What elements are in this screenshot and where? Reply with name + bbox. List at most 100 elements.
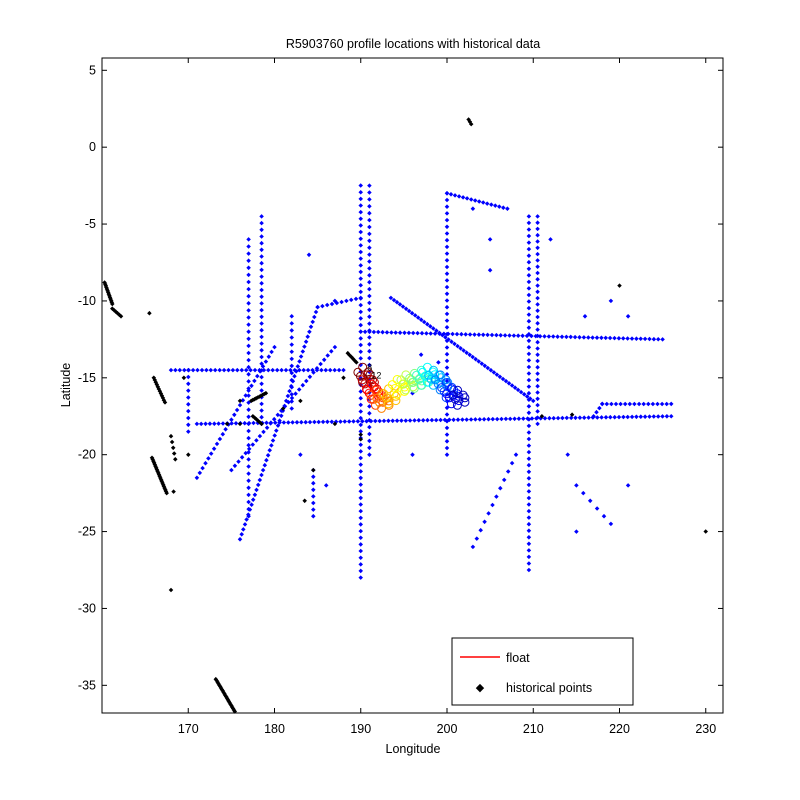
historical-point — [259, 381, 264, 387]
float-profile-ring — [428, 380, 438, 390]
historical-point — [289, 328, 294, 333]
historical-point — [521, 416, 526, 421]
historical-point — [298, 452, 303, 457]
historical-point — [269, 443, 274, 448]
historical-point — [547, 415, 552, 421]
historical-point — [367, 411, 372, 416]
historical-point — [311, 494, 316, 499]
historical-point — [397, 330, 403, 335]
historical-point — [587, 498, 593, 504]
historical-point — [534, 416, 539, 421]
historical-point — [272, 420, 278, 425]
historical-point — [358, 389, 363, 394]
historical-point — [634, 414, 639, 420]
historical-point — [358, 508, 363, 514]
historical-point — [526, 430, 532, 435]
historical-point — [419, 330, 425, 336]
historical-point — [636, 401, 642, 407]
historical-point — [489, 202, 494, 207]
historical-point — [358, 542, 363, 547]
historical-point — [577, 415, 583, 420]
historical-point — [451, 417, 456, 423]
historical-point — [659, 401, 665, 407]
historical-point — [358, 442, 363, 447]
historical-point — [319, 367, 324, 373]
historical-point — [526, 423, 532, 429]
historical-point — [415, 315, 421, 320]
historical-point — [604, 401, 610, 407]
x-tick-label: 170 — [178, 722, 199, 736]
historical-point — [668, 413, 674, 419]
historical-point — [358, 515, 363, 521]
plot-frame — [101, 57, 724, 714]
historical-point — [246, 457, 251, 462]
historical-point — [444, 345, 450, 350]
historical-point — [358, 415, 363, 421]
historical-point — [289, 349, 294, 354]
historical-point — [246, 357, 251, 363]
historical-point — [416, 418, 422, 423]
historical-point — [503, 416, 509, 422]
historical-point — [358, 322, 363, 328]
historical-point — [389, 330, 394, 335]
historical-point — [397, 302, 403, 307]
historical-point — [271, 416, 277, 422]
historical-point — [525, 416, 530, 421]
historical-point — [568, 334, 573, 340]
float-profile-ring — [441, 393, 451, 403]
x-tick-label: 180 — [264, 722, 285, 736]
coastline-point — [703, 529, 708, 534]
historical-point — [186, 395, 191, 400]
historical-point — [437, 331, 442, 336]
historical-point — [289, 321, 294, 326]
historical-point — [455, 417, 461, 422]
historical-point — [358, 229, 363, 235]
historical-point — [358, 342, 363, 348]
historical-point — [358, 535, 363, 540]
historical-point — [660, 337, 665, 342]
historical-point — [214, 441, 220, 447]
historical-point — [442, 417, 448, 423]
historical-point — [482, 519, 487, 525]
historical-point — [358, 568, 363, 574]
historical-point — [546, 334, 552, 339]
float-profile-ring — [387, 380, 397, 390]
historical-point — [358, 482, 363, 487]
historical-point — [186, 388, 191, 393]
historical-point — [300, 382, 306, 388]
historical-point — [535, 339, 540, 345]
x-axis-label: Longitude — [386, 742, 441, 756]
historical-point — [298, 354, 304, 359]
historical-point — [260, 364, 266, 369]
historical-point — [431, 326, 436, 331]
historical-point — [251, 420, 256, 426]
historical-point — [293, 369, 299, 374]
historical-point — [491, 370, 497, 375]
coastline-point — [332, 421, 338, 427]
historical-point — [572, 334, 578, 340]
coastline-point — [358, 436, 363, 442]
historical-point — [342, 419, 348, 424]
historical-point — [526, 404, 532, 409]
historical-point — [518, 389, 524, 395]
historical-point — [625, 414, 630, 420]
historical-point — [255, 373, 260, 379]
historical-point — [358, 223, 363, 228]
historical-point — [358, 329, 363, 334]
historical-point — [461, 348, 466, 353]
historical-point — [409, 310, 415, 316]
historical-point — [526, 548, 532, 553]
historical-point — [428, 331, 433, 336]
historical-point — [311, 500, 316, 506]
historical-point — [367, 342, 372, 347]
historical-point — [246, 492, 251, 498]
historical-point — [526, 482, 532, 488]
historical-point — [497, 204, 502, 209]
historical-point — [296, 387, 302, 392]
legend: float ◆ historical points — [451, 637, 634, 706]
historical-point — [246, 464, 251, 469]
historical-point — [512, 385, 518, 390]
historical-point — [524, 394, 530, 399]
historical-point — [320, 419, 326, 425]
coastline-point — [311, 467, 316, 473]
